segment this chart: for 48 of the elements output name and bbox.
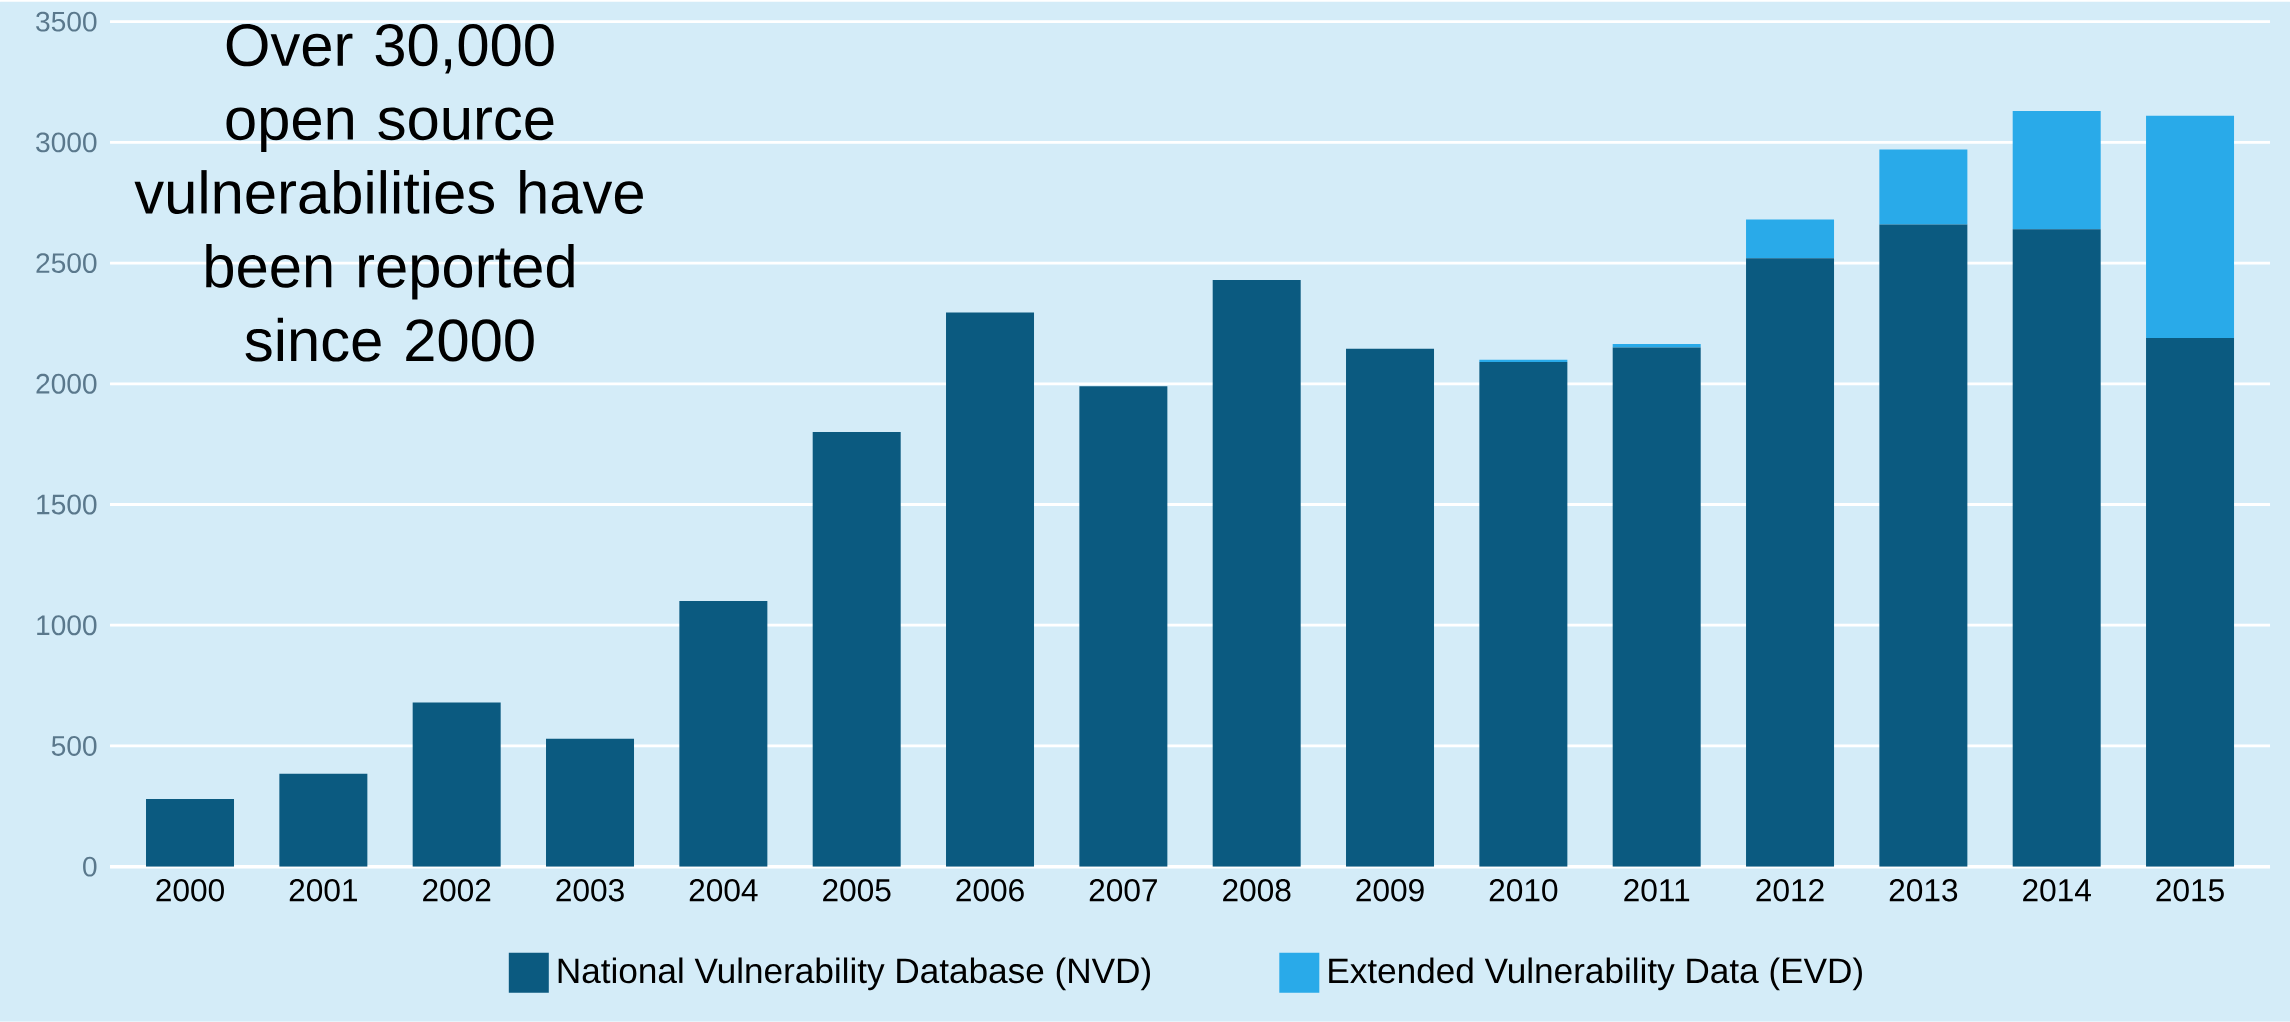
bar <box>679 601 768 867</box>
x-tick-label: 2002 <box>423 879 491 902</box>
bar <box>1079 386 1168 867</box>
bar <box>412 702 501 867</box>
y-tick-label: 1000 <box>37 615 97 636</box>
y-tick-label: 3500 <box>36 11 97 32</box>
x-tick-label: 2006 <box>956 879 1024 902</box>
bar <box>279 773 368 867</box>
bar <box>812 432 901 867</box>
bar <box>146 799 235 867</box>
x-tick-label: 2001 <box>289 879 357 902</box>
x-tick-label: 2008 <box>1223 879 1291 902</box>
x-tick-label: 2000 <box>156 879 224 902</box>
x-tick-label: 2004 <box>689 879 758 902</box>
bar <box>1879 224 1968 867</box>
y-tick-label: 0 <box>83 856 97 877</box>
bar <box>1746 219 1835 259</box>
x-tick-label: 2013 <box>1889 879 1958 902</box>
bar <box>1346 348 1435 867</box>
bar <box>1746 258 1835 867</box>
legend-label: National Vulnerability Database (NVD) <box>558 957 1150 991</box>
legend-label: Extended Vulnerability Data (EVD) <box>1329 957 1862 991</box>
bar <box>1879 149 1968 225</box>
bar <box>2012 229 2101 867</box>
y-tick-label: 1500 <box>37 494 97 515</box>
x-tick-label: 2010 <box>1489 879 1558 902</box>
x-tick-label: 2011 <box>1624 879 1690 902</box>
bar <box>1612 344 1701 348</box>
x-tick-label: 2012 <box>1756 879 1824 902</box>
y-tick-label: 2000 <box>36 374 97 394</box>
bar <box>1612 347 1701 867</box>
text: Over 30,000 open source vulnerabilities have been reported since 2000 <box>134 24 643 362</box>
x-tick-label: 2014 <box>2023 879 2091 902</box>
y-tick-label: 500 <box>51 736 97 757</box>
x-tick-label: 2005 <box>823 879 891 902</box>
y-tick-label: 2500 <box>36 253 97 274</box>
bar <box>2012 111 2101 230</box>
x-tick-label: 2015 <box>2156 879 2224 902</box>
bar <box>546 738 635 867</box>
bar <box>946 312 1035 867</box>
x-tick-label: 2009 <box>1356 879 1424 902</box>
bar <box>2146 338 2235 867</box>
x-tick-label: 2007 <box>1089 879 1157 902</box>
bar <box>1479 362 1568 867</box>
bar <box>1212 280 1301 867</box>
bar <box>2146 115 2235 339</box>
y-tick-label: 3000 <box>36 132 97 153</box>
x-tick-label: 2003 <box>556 879 624 902</box>
